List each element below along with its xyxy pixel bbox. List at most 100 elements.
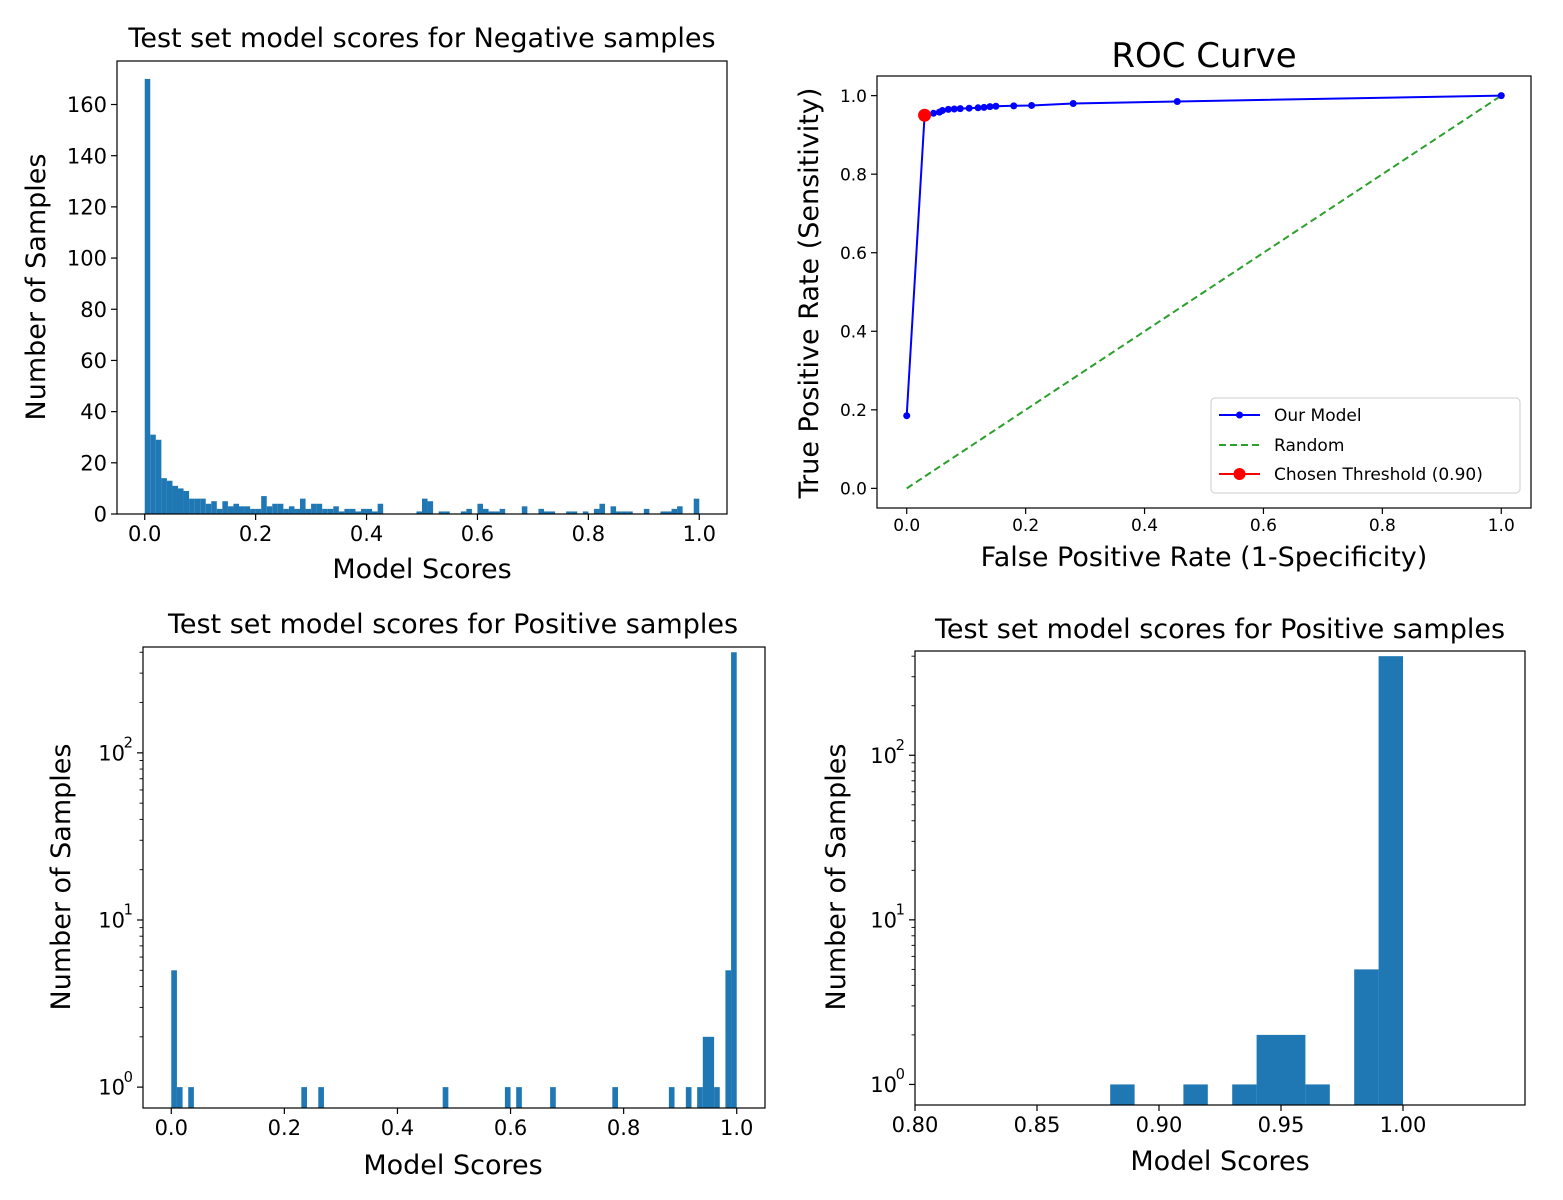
histogram-bar	[477, 503, 483, 514]
roc-lines	[903, 92, 1505, 490]
our-model-point	[974, 104, 982, 112]
our-model-point	[980, 103, 988, 111]
histogram-bar	[261, 496, 267, 514]
histogram-bar	[318, 1087, 324, 1108]
histogram-bar	[660, 511, 666, 514]
y-tick-label: 20	[80, 451, 107, 475]
y-tick-exponent: 1	[124, 902, 133, 919]
histogram-bar	[244, 506, 251, 514]
our-model-point	[956, 105, 964, 113]
x-tick-label: 0.0	[128, 522, 161, 546]
histogram-bar	[1354, 969, 1379, 1105]
pos-x-label: Model Scores	[363, 1150, 542, 1181]
histogram-bar	[521, 506, 528, 514]
x-tick-label: 1.0	[1488, 516, 1515, 536]
histogram-bar	[438, 511, 445, 514]
our-model-point	[992, 102, 1000, 110]
histogram-bar	[427, 501, 434, 514]
y-tick-label: 100	[67, 247, 107, 271]
our-model-point	[929, 109, 937, 117]
histogram-bar	[188, 1087, 194, 1108]
y-tick-label: 0.6	[840, 244, 867, 264]
our-model-point	[1173, 98, 1181, 106]
histogram-bar	[161, 478, 167, 514]
histogram-bar	[288, 506, 295, 514]
pos-y-label: Number of Samples	[46, 744, 77, 1011]
y-tick-exponent: 0	[124, 1069, 133, 1086]
x-tick-label: 0.85	[1014, 1113, 1061, 1137]
histogram-bar	[494, 511, 500, 514]
histogram-bar	[550, 1087, 556, 1108]
histogram-bar	[643, 508, 650, 514]
histogram-bar	[685, 1087, 692, 1108]
histogram-bar	[361, 508, 367, 514]
y-tick-exponent: 2	[124, 735, 133, 752]
our-model-point	[965, 104, 973, 112]
neg-x-label: Model Scores	[332, 554, 511, 585]
our-model-point	[1497, 92, 1505, 100]
histogram-bar	[544, 511, 550, 514]
x-tick-label: 0.2	[1012, 516, 1039, 536]
histogram-bar	[283, 508, 289, 514]
neg-plot-frame	[116, 60, 728, 515]
histogram-bar	[1183, 1084, 1208, 1105]
roc-plot-frame	[876, 75, 1532, 509]
x-tick-label: 1.0	[720, 1116, 753, 1140]
histogram-bar	[725, 970, 732, 1108]
pos-bars	[171, 652, 737, 1108]
y-tick-label: 10	[98, 741, 125, 765]
histogram-bar	[610, 506, 617, 514]
histogram-bar	[166, 480, 173, 514]
histogram-bar	[272, 503, 278, 514]
histogram-bar	[599, 503, 605, 514]
y-tick-label: 160	[67, 93, 107, 117]
roc-x-ticks: 0.0 0.2 0.4 0.6 0.8 1.0	[893, 508, 1515, 536]
pos-zoom-bars	[1110, 656, 1403, 1105]
pos-plot-frame	[142, 646, 766, 1109]
x-tick-label: 0.6	[1250, 516, 1277, 536]
our-model-point	[944, 105, 952, 113]
neg-y-ticks: 0 20 40 60 80 100 120 140 160	[67, 93, 117, 527]
x-tick-label: 0.8	[572, 522, 605, 546]
histogram-bar	[211, 501, 217, 514]
histogram-bar	[344, 508, 350, 514]
histogram-bar	[416, 511, 422, 514]
histogram-bar	[355, 511, 361, 514]
histogram-bar	[372, 511, 378, 514]
x-tick-label: 0.0	[893, 516, 920, 536]
histogram-bar	[239, 506, 245, 514]
histogram-bar	[333, 506, 339, 514]
chosen-threshold-point	[918, 108, 932, 122]
histogram-bar	[233, 503, 239, 514]
y-tick-label: 10	[870, 744, 897, 768]
histogram-bar	[171, 970, 177, 1108]
histogram-bar	[666, 511, 672, 514]
histogram-bar	[205, 503, 212, 514]
histogram-bar	[702, 1036, 715, 1108]
x-tick-label: 0.2	[239, 522, 272, 546]
y-tick-label: 10	[98, 1076, 125, 1100]
histogram-bar	[377, 503, 384, 514]
histogram-bar	[366, 508, 373, 514]
histogram-bar	[250, 508, 256, 514]
neg-x-ticks: 0.0 0.2 0.4 0.6 0.8 1.0	[128, 514, 716, 546]
x-tick-label: 0.6	[494, 1116, 527, 1140]
x-tick-label: 0.8	[1369, 516, 1396, 536]
y-tick-label: 0.4	[840, 322, 867, 342]
x-tick-label: 0.2	[268, 1116, 301, 1140]
y-tick-exponent: 1	[896, 902, 905, 919]
histogram-bar	[178, 488, 184, 514]
y-tick-label: 1.0	[840, 87, 867, 107]
histogram-bar	[671, 508, 678, 514]
y-tick-label: 0	[94, 503, 107, 527]
histogram-bar	[1110, 1084, 1135, 1105]
legend-random-label: Random	[1274, 436, 1344, 456]
histogram-bar	[483, 508, 489, 514]
our-model-point	[903, 412, 911, 420]
pos-zoom-x-label: Model Scores	[1130, 1146, 1309, 1177]
y-tick-label: 60	[80, 349, 107, 373]
our-model-point	[986, 103, 994, 111]
histogram-bar	[176, 1087, 183, 1108]
